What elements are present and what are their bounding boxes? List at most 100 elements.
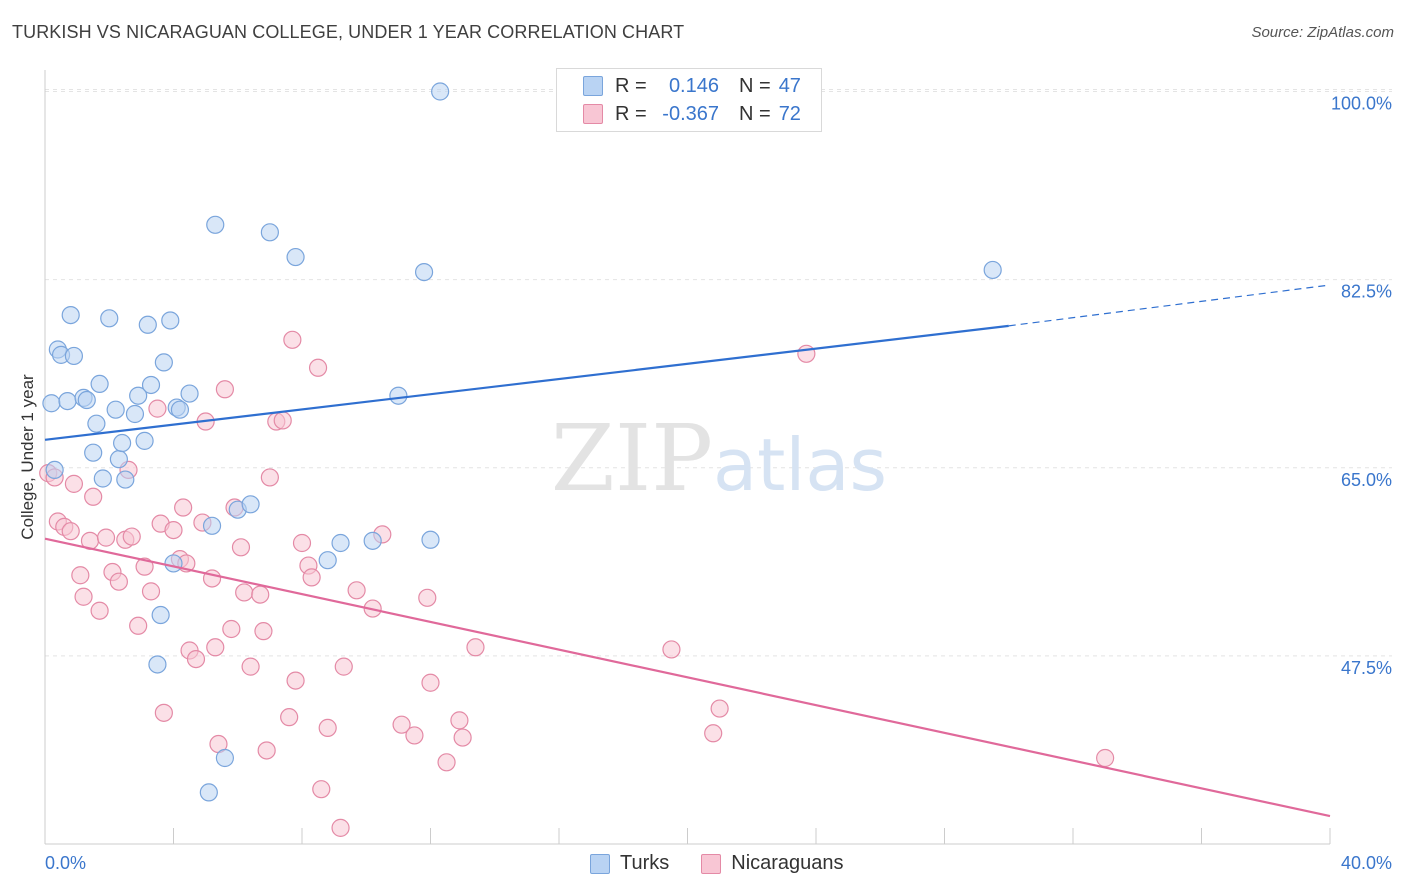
- nicaraguans-point: [109, 572, 128, 591]
- turks-point: [286, 247, 305, 267]
- turks-point: [421, 530, 440, 549]
- turks-point: [77, 390, 96, 410]
- y-tick-label: 82.5%: [1341, 282, 1392, 302]
- y-tick-label: 65.0%: [1341, 470, 1392, 490]
- nicaraguans-point: [318, 718, 337, 738]
- turks-point: [129, 386, 148, 405]
- turks-r-label: R =: [615, 74, 647, 97]
- nicaraguans-point: [421, 673, 440, 692]
- nicaraguans-point: [437, 753, 456, 772]
- nicaraguans-point: [129, 616, 148, 635]
- nicaraguans-point: [257, 741, 276, 760]
- nicaraguans-point: [154, 703, 173, 722]
- y-axis-label: College, Under 1 year: [18, 374, 37, 540]
- nicaraguans-point: [235, 583, 254, 602]
- nicaraguans-point: [74, 587, 93, 606]
- turks-point: [241, 495, 260, 514]
- chart-title: TURKISH VS NICARAGUAN COLLEGE, UNDER 1 Y…: [12, 22, 685, 42]
- nicaraguans-n-label: N =: [739, 102, 771, 125]
- nicaraguans-point: [331, 818, 350, 837]
- nicaraguans-point: [141, 582, 161, 601]
- nicaraguans-point: [273, 411, 292, 430]
- turks-point: [138, 315, 157, 334]
- legend-row-nicaraguans: R = -0.367 N = 72: [583, 102, 801, 126]
- nicaraguans-point: [283, 330, 302, 349]
- nicaraguans-r-label: R =: [615, 102, 647, 125]
- nicaraguans-point: [122, 527, 141, 546]
- nicaraguans-point: [392, 715, 411, 734]
- turks-point: [42, 394, 61, 413]
- turks-trend-extension: [1008, 284, 1331, 327]
- turks-point: [106, 400, 125, 419]
- nicaraguans-point: [241, 657, 260, 676]
- turks-trend-line: [44, 324, 1009, 441]
- turks-point: [151, 605, 170, 625]
- nicaraguans-point: [174, 498, 193, 517]
- nicaraguans-point: [334, 657, 353, 676]
- grid-layer: [45, 89, 1392, 657]
- turks-n-value: 47: [778, 74, 801, 97]
- nicaraguans-point: [251, 585, 270, 604]
- nicaraguans-point: [61, 522, 80, 541]
- turks-point: [206, 215, 225, 234]
- turks-point: [983, 260, 1002, 280]
- nicaraguans-point: [71, 566, 90, 585]
- y-tick-label: 100.0%: [1331, 94, 1392, 114]
- nicaraguans-point: [662, 640, 681, 659]
- turks-point: [199, 783, 218, 802]
- turks-point: [112, 433, 132, 453]
- turks-point: [164, 554, 183, 573]
- x-tick-label-min: 0.0%: [45, 853, 86, 873]
- turks-point: [109, 450, 128, 469]
- nicaraguans-point: [405, 726, 424, 745]
- legend-nicaraguans-swatch: [701, 853, 722, 874]
- nicaraguans-point: [418, 588, 437, 607]
- nicaraguans-trend-line: [44, 537, 1331, 818]
- trend-layer: [44, 284, 1331, 818]
- nicaraguans-point: [186, 649, 206, 669]
- watermark-atlas: atlas: [713, 423, 887, 507]
- nicaraguans-point: [254, 622, 273, 641]
- nicaraguans-point: [206, 638, 225, 657]
- nicaraguans-point: [312, 780, 331, 799]
- turks-point: [64, 346, 84, 366]
- nicaraguans-point: [450, 711, 469, 730]
- legend-turks-label: Turks: [620, 852, 670, 874]
- nicaraguans-point: [231, 538, 251, 557]
- turks-point: [93, 469, 112, 488]
- turks-point: [414, 263, 434, 282]
- turks-point: [61, 306, 80, 325]
- nicaraguans-point: [466, 638, 485, 657]
- series-legend: Turks Nicaraguans: [590, 852, 876, 875]
- source-credit: Source: ZipAtlas.com: [1251, 24, 1394, 41]
- turks-point: [87, 414, 106, 433]
- nicaraguans-point: [347, 581, 366, 600]
- nicaraguans-swatch: [583, 104, 603, 124]
- label-layer: 47.5% 65.0% 82.5% 100.0% 0.0% 40.0% College, U…: [18, 94, 1392, 874]
- turks-point: [154, 353, 173, 372]
- legend-item-turks: Turks: [590, 852, 669, 875]
- turks-point: [431, 82, 450, 101]
- nicaraguans-point: [453, 728, 472, 747]
- legend-row-turks: R = 0.146 N = 47: [583, 74, 801, 98]
- turks-point: [58, 392, 77, 411]
- turks-point: [90, 374, 109, 393]
- turks-point: [148, 655, 167, 674]
- points-layer: [39, 82, 1115, 837]
- nicaraguans-r-value: -0.367: [662, 102, 719, 125]
- turks-point: [116, 470, 135, 489]
- turks-point: [45, 460, 64, 479]
- nicaraguans-point: [302, 568, 321, 587]
- nicaraguans-point: [164, 520, 183, 540]
- nicaraguans-point: [215, 380, 234, 399]
- watermark: ZIP atlas: [551, 405, 887, 512]
- nicaraguans-point: [90, 601, 109, 620]
- turks-point: [363, 531, 382, 550]
- x-tick-label-max: 40.0%: [1341, 853, 1392, 873]
- turks-point: [161, 311, 180, 330]
- turks-point: [180, 384, 199, 403]
- turks-point: [389, 386, 408, 405]
- y-tick-label: 47.5%: [1341, 658, 1392, 678]
- turks-point: [170, 400, 190, 419]
- nicaraguans-point: [135, 557, 154, 576]
